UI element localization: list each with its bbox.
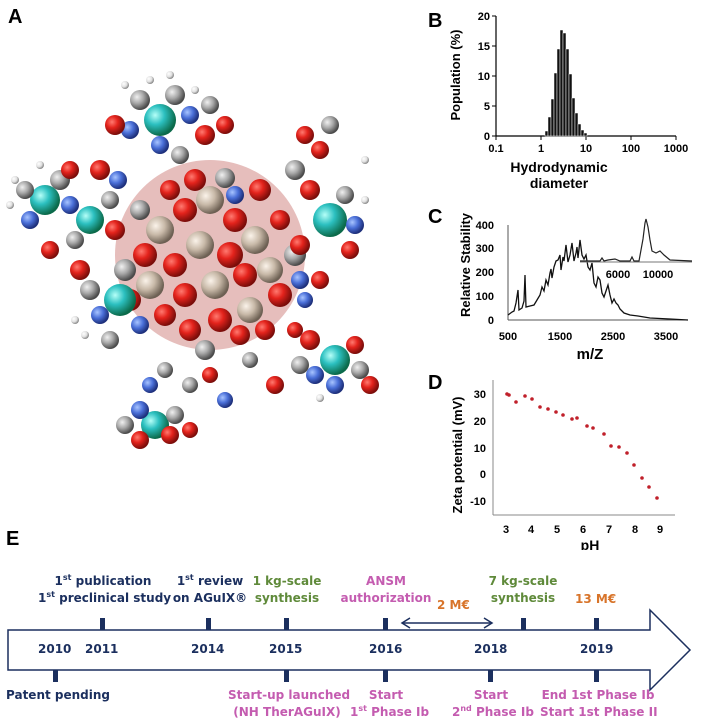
chart-b-histogram: Population (%) 20 15 10 5 0 0.1 1 10 100 1000 Hy… (448, 11, 688, 191)
chart-b-xlabel-2: diameter (530, 175, 589, 191)
svg-text:0: 0 (480, 469, 486, 481)
event-first-review: 1st review on AGuIX® (172, 573, 248, 606)
svg-text:3500: 3500 (654, 331, 678, 343)
svg-text:4: 4 (528, 524, 535, 536)
panel-label-c: C (428, 206, 443, 228)
event-1kg-synthesis: 1 kg-scale synthesis (252, 574, 322, 605)
svg-text:0.1: 0.1 (488, 143, 503, 155)
panel-label-e: E (6, 528, 20, 550)
svg-text:10: 10 (580, 143, 592, 155)
event-phase-ii: End 1st Phase Ib Start 1st Phase II (540, 688, 658, 719)
svg-text:10000: 10000 (643, 269, 674, 281)
panel-label-d: D (428, 372, 443, 394)
svg-text:3: 3 (503, 524, 509, 536)
funding-range-arrow (400, 617, 494, 629)
svg-text:400: 400 (476, 220, 494, 232)
svg-text:5: 5 (484, 101, 490, 113)
year-2016: 2016 (369, 642, 403, 656)
chart-c-ylabel: Relative Stability (458, 212, 473, 317)
svg-text:30: 30 (474, 389, 486, 401)
chelate-right (285, 116, 369, 308)
chart-c-mass-spectrum: Relative Stability 400 300 200 100 0 500 1500… (458, 212, 693, 363)
chelate-lower-left (70, 260, 149, 349)
chart-d-ylabel: Zeta potential (mV) (450, 396, 465, 513)
chelate-bottom (116, 352, 258, 449)
event-ansm-authorization: ANSM authorization (340, 574, 432, 605)
svg-text:1500: 1500 (548, 331, 572, 343)
chart-b-ylabel: Population (%) (448, 30, 463, 121)
svg-text:9: 9 (657, 524, 663, 536)
chart-d-zeta-potential: Zeta potential (mV) 30 20 10 0 -10 3 4 5 6 7 8 9 p… (450, 380, 675, 550)
svg-text:2500: 2500 (601, 331, 625, 343)
year-2019: 2019 (580, 642, 614, 656)
event-start-first-phase-ib: Start 1st Phase Ib (350, 688, 430, 719)
svg-text:300: 300 (476, 243, 494, 255)
event-start-second-phase-ib: Start 2nd Phase Ib (452, 688, 534, 719)
svg-text:200: 200 (476, 267, 494, 279)
panel-label-a: A (8, 6, 23, 28)
svg-text:5: 5 (554, 524, 560, 536)
chart-c-xlabel: m/Z (577, 346, 604, 363)
timeline-arrow (7, 608, 692, 692)
year-2014: 2014 (191, 642, 225, 656)
svg-text:1: 1 (538, 143, 544, 155)
svg-text:100: 100 (622, 143, 640, 155)
svg-text:6: 6 (580, 524, 586, 536)
svg-text:15: 15 (478, 41, 490, 53)
svg-text:8: 8 (632, 524, 638, 536)
chelate-lower-right (266, 322, 379, 402)
event-2m-funding: 2 M€ (437, 598, 470, 612)
chelate-left (6, 160, 127, 259)
svg-text:20: 20 (478, 11, 490, 23)
year-2015: 2015 (269, 642, 303, 656)
event-patent-pending: Patent pending (6, 688, 111, 702)
chart-c-inset: 6000 10000 (580, 218, 693, 281)
svg-text:20: 20 (474, 416, 486, 428)
event-13m-funding: 13 M€ (575, 592, 617, 606)
chart-b-xlabel-1: Hydrodynamic (510, 159, 607, 175)
svg-text:0: 0 (484, 131, 490, 143)
svg-text:10: 10 (474, 443, 486, 455)
chart-d-xlabel: pH (581, 537, 600, 550)
svg-text:7: 7 (606, 524, 612, 536)
panel-label-b: B (428, 10, 443, 32)
svg-text:-10: -10 (470, 496, 486, 508)
event-startup-launched: Start-up launched (NH TherAGuIX) (228, 688, 351, 719)
svg-text:100: 100 (476, 291, 494, 303)
chelate-top (105, 71, 234, 164)
event-first-publication: 1st publication 1st preclinical study (38, 573, 172, 606)
event-7kg-synthesis: 7 kg-scale synthesis (488, 574, 558, 605)
year-2010: 2010 (38, 642, 72, 656)
svg-text:6000: 6000 (606, 269, 630, 281)
svg-text:500: 500 (499, 331, 517, 343)
molecular-model-image (6, 71, 379, 449)
year-2011: 2011 (85, 642, 119, 656)
svg-text:10: 10 (478, 71, 490, 83)
year-2018: 2018 (474, 642, 508, 656)
svg-text:1000: 1000 (664, 143, 688, 155)
svg-text:0: 0 (488, 315, 494, 327)
